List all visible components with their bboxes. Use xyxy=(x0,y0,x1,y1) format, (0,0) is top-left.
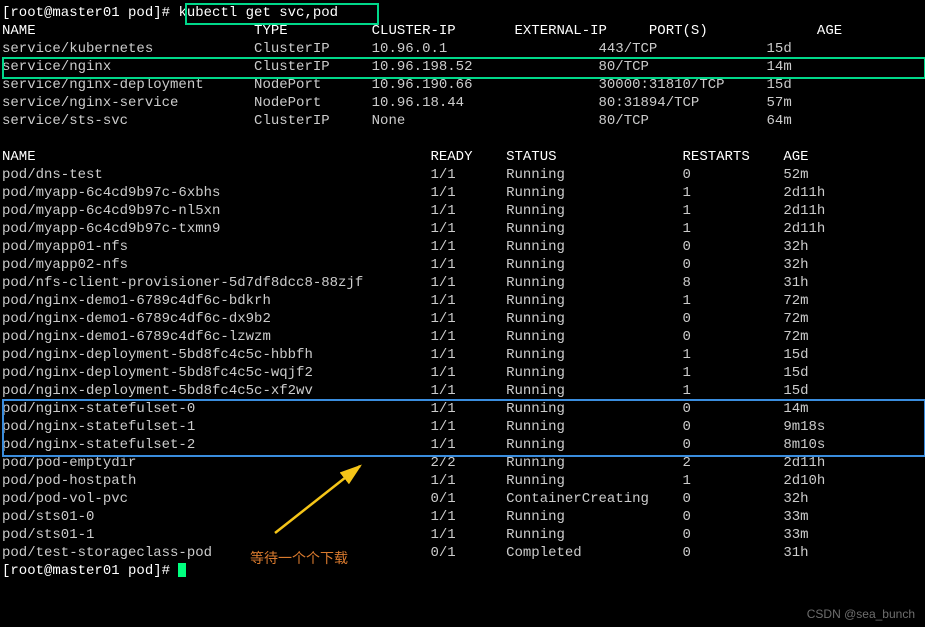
svc-header: NAME TYPE CLUSTER-IP EXTERNAL-IP PORT(S)… xyxy=(2,22,923,40)
pod-header: NAME READY STATUS RESTARTS AGE xyxy=(2,148,923,166)
blank-line xyxy=(2,130,923,148)
shell-prompt: [root@master01 pod]# xyxy=(2,5,178,21)
pod-row: pod/myapp-6c4cd9b97c-nl5xn 1/1 Running 1… xyxy=(2,202,923,220)
pod-row: pod/sts01-1 1/1 Running 0 33m xyxy=(2,526,923,544)
svc-row: service/sts-svc ClusterIP None 80/TCP 64… xyxy=(2,112,923,130)
svc-row: service/nginx ClusterIP 10.96.198.52 80/… xyxy=(2,58,923,76)
pod-row: pod/myapp-6c4cd9b97c-6xbhs 1/1 Running 1… xyxy=(2,184,923,202)
pod-row: pod/nginx-statefulset-2 1/1 Running 0 8m… xyxy=(2,436,923,454)
pod-row: pod/nginx-deployment-5bd8fc4c5c-xf2wv 1/… xyxy=(2,382,923,400)
pod-row: pod/myapp01-nfs 1/1 Running 0 32h xyxy=(2,238,923,256)
prompt-line: [root@master01 pod]# kubectl get svc,pod xyxy=(2,4,923,22)
pod-row: pod/myapp02-nfs 1/1 Running 0 32h xyxy=(2,256,923,274)
pod-row: pod/dns-test 1/1 Running 0 52m xyxy=(2,166,923,184)
pod-row: pod/pod-emptydir 2/2 Running 2 2d11h xyxy=(2,454,923,472)
svc-row: service/nginx-service NodePort 10.96.18.… xyxy=(2,94,923,112)
shell-prompt: [root@master01 pod]# xyxy=(2,563,178,579)
pod-row: pod/nginx-statefulset-0 1/1 Running 0 14… xyxy=(2,400,923,418)
shell-command[interactable]: kubectl get svc,pod xyxy=(178,5,338,21)
pod-row: pod/nfs-client-provisioner-5d7df8dcc8-88… xyxy=(2,274,923,292)
pod-row: pod/nginx-deployment-5bd8fc4c5c-hbbfh 1/… xyxy=(2,346,923,364)
pod-row: pod/test-storageclass-pod 0/1 Completed … xyxy=(2,544,923,562)
pod-row: pod/nginx-statefulset-1 1/1 Running 0 9m… xyxy=(2,418,923,436)
pod-row: pod/nginx-demo1-6789c4df6c-bdkrh 1/1 Run… xyxy=(2,292,923,310)
cursor xyxy=(178,563,186,577)
svc-row: service/kubernetes ClusterIP 10.96.0.1 4… xyxy=(2,40,923,58)
pod-row: pod/pod-vol-pvc 0/1 ContainerCreating 0 … xyxy=(2,490,923,508)
watermark-text: CSDN @sea_bunch xyxy=(807,607,915,621)
pod-row: pod/nginx-deployment-5bd8fc4c5c-wqjf2 1/… xyxy=(2,364,923,382)
pod-row: pod/nginx-demo1-6789c4df6c-dx9b2 1/1 Run… xyxy=(2,310,923,328)
pod-row: pod/myapp-6c4cd9b97c-txmn9 1/1 Running 1… xyxy=(2,220,923,238)
svc-row: service/nginx-deployment NodePort 10.96.… xyxy=(2,76,923,94)
pod-row: pod/sts01-0 1/1 Running 0 33m xyxy=(2,508,923,526)
pod-row: pod/nginx-demo1-6789c4df6c-lzwzm 1/1 Run… xyxy=(2,328,923,346)
prompt-line-final: [root@master01 pod]# xyxy=(2,562,923,580)
pod-row: pod/pod-hostpath 1/1 Running 1 2d10h xyxy=(2,472,923,490)
